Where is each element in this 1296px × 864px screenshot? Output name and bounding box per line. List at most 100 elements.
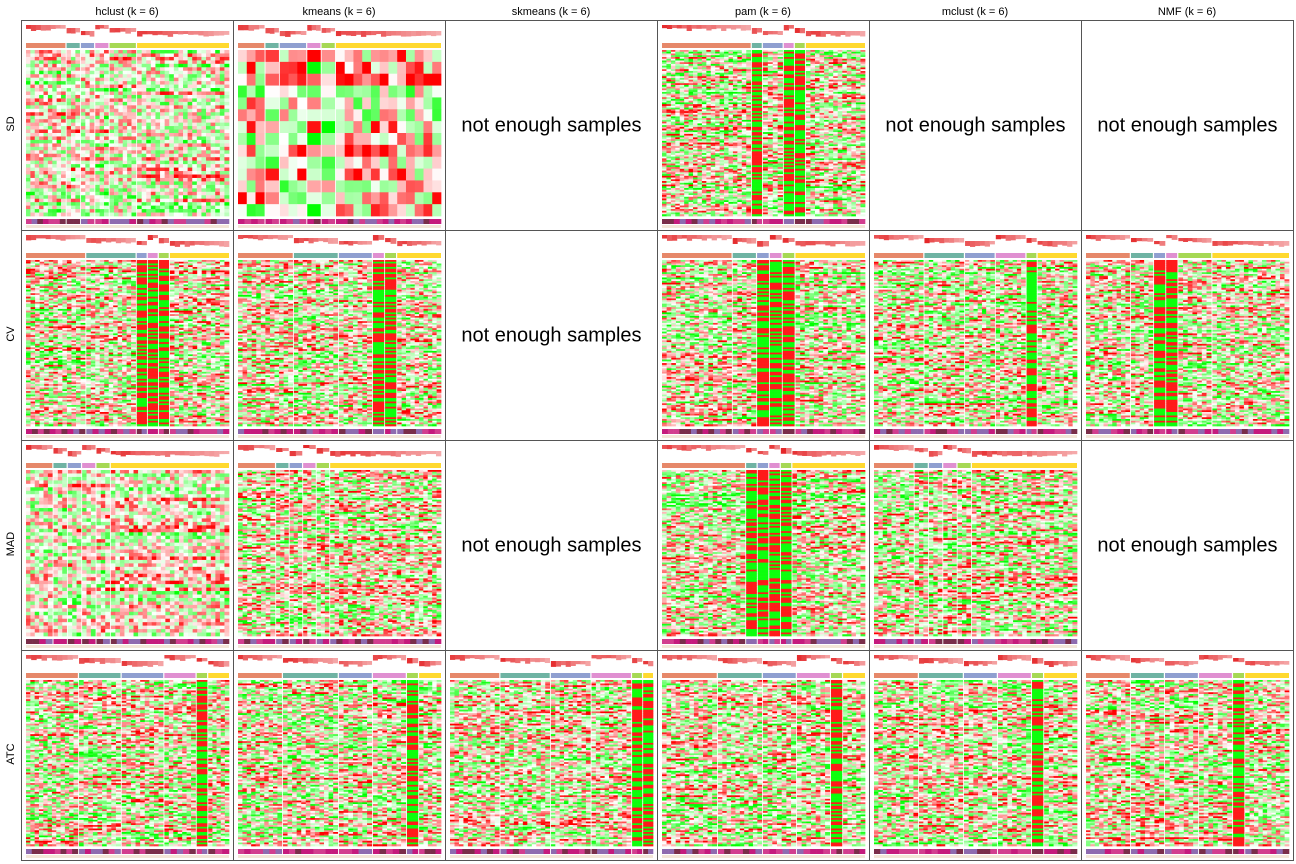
heatmap-cell bbox=[71, 53, 76, 57]
heatmap-cell bbox=[75, 78, 80, 82]
heatmap-panel bbox=[21, 20, 234, 231]
heatmap-cell bbox=[26, 98, 31, 102]
heatmap-cell bbox=[35, 92, 40, 96]
heatmap-cell bbox=[39, 67, 44, 71]
heatmap-cell bbox=[131, 116, 136, 120]
heatmap-cell bbox=[151, 109, 156, 113]
bottom-annotation-mark bbox=[32, 219, 38, 224]
silhouette-mark bbox=[193, 31, 198, 35]
heatmap-cell bbox=[183, 195, 188, 199]
bottom-annotation-mark bbox=[359, 219, 365, 224]
heatmap-cell bbox=[48, 147, 53, 151]
heatmap-cell bbox=[151, 181, 156, 185]
heatmap-cell bbox=[90, 209, 95, 213]
heatmap-cell bbox=[48, 157, 53, 161]
heatmap-cell bbox=[211, 161, 216, 165]
heatmap-cell bbox=[224, 105, 229, 109]
heatmap-cell bbox=[131, 161, 136, 165]
heatmap-cell bbox=[206, 181, 211, 185]
heatmap-cell bbox=[85, 157, 90, 161]
heatmap-cell bbox=[95, 123, 100, 127]
class-annotation bbox=[81, 43, 94, 48]
heatmap-cell bbox=[52, 185, 57, 189]
heatmap-cell bbox=[307, 204, 320, 216]
heatmap-cell bbox=[362, 133, 371, 145]
heatmap-cell bbox=[71, 188, 76, 192]
heatmap-cell bbox=[220, 112, 225, 116]
heatmap-cell bbox=[192, 88, 197, 92]
heatmap-cell bbox=[220, 188, 225, 192]
bottom-annotation-mark bbox=[286, 219, 293, 224]
heatmap-cell bbox=[224, 126, 229, 130]
heatmap-cell bbox=[104, 178, 109, 182]
heatmap-cell bbox=[123, 199, 128, 203]
heatmap-cell bbox=[197, 161, 202, 165]
heatmap-cell bbox=[30, 74, 35, 78]
heatmap-cell bbox=[183, 95, 188, 99]
heatmap-cell bbox=[95, 199, 100, 203]
heatmap-cell bbox=[353, 145, 362, 157]
heatmap-cell bbox=[155, 140, 160, 144]
heatmap-cell bbox=[151, 57, 156, 61]
heatmap-cell bbox=[380, 157, 389, 169]
heatmap-cell bbox=[206, 85, 211, 89]
heatmap-cell bbox=[238, 180, 247, 192]
heatmap-cell bbox=[39, 161, 44, 165]
heatmap-cell bbox=[432, 62, 441, 74]
heatmap-cell bbox=[169, 57, 174, 61]
heatmap-cell bbox=[81, 60, 86, 64]
heatmap-cell bbox=[160, 123, 165, 127]
heatmap-cell bbox=[142, 78, 147, 82]
heatmap-cell bbox=[131, 105, 136, 109]
heatmap-cell bbox=[307, 121, 320, 133]
heatmap-cell bbox=[81, 175, 86, 179]
heatmap-cell bbox=[81, 188, 86, 192]
bottom-annotation-mark bbox=[272, 219, 279, 224]
heatmap-cell bbox=[48, 195, 53, 199]
heatmap-cell bbox=[95, 67, 100, 71]
heatmap-cell bbox=[52, 171, 57, 175]
heatmap-cell bbox=[151, 60, 156, 64]
heatmap-cell bbox=[104, 136, 109, 140]
heatmap-cell bbox=[174, 60, 179, 64]
heatmap-cell bbox=[192, 150, 197, 154]
heatmap-cell bbox=[220, 209, 225, 213]
heatmap-cell bbox=[178, 168, 183, 172]
heatmap-cell bbox=[104, 95, 109, 99]
heatmap-cell bbox=[174, 136, 179, 140]
heatmap-cell bbox=[178, 209, 183, 213]
heatmap-cell bbox=[95, 53, 100, 57]
heatmap-cell bbox=[123, 88, 128, 92]
heatmap-cell bbox=[48, 78, 53, 82]
heatmap-cell bbox=[146, 164, 151, 168]
class-annotation bbox=[795, 43, 805, 48]
heatmap-cell bbox=[39, 102, 44, 106]
heatmap-cell bbox=[142, 181, 147, 185]
heatmap-cell bbox=[114, 147, 119, 151]
heatmap-cell bbox=[81, 213, 86, 217]
heatmap-cell bbox=[127, 126, 132, 130]
heatmap-cell bbox=[415, 204, 424, 216]
heatmap-cell bbox=[224, 161, 229, 165]
heatmap-cell bbox=[146, 188, 151, 192]
heatmap-cell bbox=[307, 50, 320, 62]
heatmap-cell bbox=[256, 86, 265, 98]
heatmap-cell bbox=[155, 195, 160, 199]
heatmap-cell bbox=[307, 192, 320, 204]
silhouette-mark bbox=[855, 31, 860, 36]
heatmap-cell bbox=[371, 74, 380, 86]
heatmap-cell bbox=[90, 181, 95, 185]
heatmap-cell bbox=[71, 50, 76, 54]
heatmap-cell bbox=[142, 53, 147, 57]
heatmap-cell bbox=[183, 192, 188, 196]
heatmap-cell bbox=[39, 130, 44, 134]
heatmap-cell bbox=[174, 178, 179, 182]
heatmap-cell bbox=[183, 57, 188, 61]
heatmap-cell bbox=[188, 123, 193, 127]
heatmap-cell bbox=[146, 60, 151, 64]
heatmap-cell bbox=[169, 64, 174, 68]
heatmap-cell bbox=[57, 123, 62, 127]
heatmap-cell bbox=[104, 102, 109, 106]
heatmap-cell bbox=[114, 78, 119, 82]
heatmap-cell bbox=[146, 147, 151, 151]
